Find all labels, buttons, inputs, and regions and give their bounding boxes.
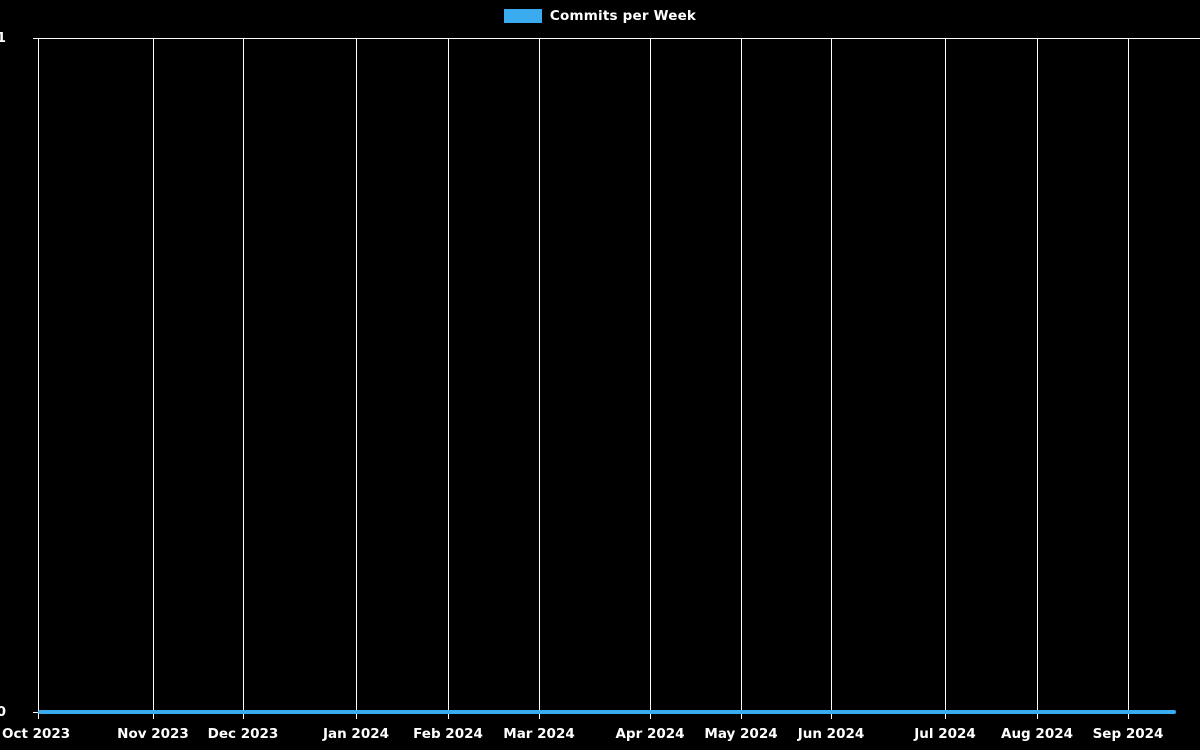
x-tick-label: Oct 2023	[2, 726, 71, 742]
gridline-vertical	[243, 38, 244, 713]
x-tick-mark	[448, 713, 449, 719]
chart-legend: Commits per Week	[0, 0, 1200, 32]
gridline-vertical	[356, 38, 357, 713]
gridline-vertical	[650, 38, 651, 713]
x-tick-mark	[945, 713, 946, 719]
x-tick-mark	[243, 713, 244, 719]
gridline-vertical	[945, 38, 946, 713]
gridline-horizontal-top	[38, 38, 1200, 39]
x-tick-label: Dec 2023	[207, 726, 279, 742]
x-tick-label: May 2024	[704, 726, 778, 742]
y-tick-label-1: 1	[0, 30, 6, 46]
x-tick-mark	[650, 713, 651, 719]
x-tick-label: Mar 2024	[503, 726, 575, 742]
gridline-vertical	[448, 38, 449, 713]
gridline-vertical	[741, 38, 742, 713]
x-tick-mark	[38, 713, 39, 719]
x-tick-mark	[1037, 713, 1038, 719]
x-tick-label: Jun 2024	[797, 726, 865, 742]
x-tick-mark	[539, 713, 540, 719]
y-tick-mark-1	[33, 38, 39, 39]
x-tick-mark	[1128, 713, 1129, 719]
gridline-vertical	[539, 38, 540, 713]
gridline-vertical	[1128, 38, 1129, 713]
x-tick-label: Jul 2024	[914, 726, 976, 742]
x-tick-label: Jan 2024	[322, 726, 390, 742]
x-tick-label: Apr 2024	[615, 726, 685, 742]
gridline-vertical	[153, 38, 154, 713]
y-tick-label-0: 0	[0, 704, 6, 720]
x-tick-mark	[741, 713, 742, 719]
y-axis-spine	[38, 38, 39, 713]
x-tick-label: Feb 2024	[413, 726, 483, 742]
x-tick-mark	[831, 713, 832, 719]
x-tick-mark	[356, 713, 357, 719]
x-tick-label: Nov 2023	[117, 726, 189, 742]
y-tick-mark-0	[33, 712, 39, 713]
gridline-vertical	[1037, 38, 1038, 713]
x-tick-label: Aug 2024	[1001, 726, 1073, 742]
legend-entry-commits-per-week: Commits per Week	[503, 8, 697, 24]
series-line-commits-per-week	[38, 710, 1176, 714]
gridline-vertical	[831, 38, 832, 713]
x-tick-label: Sep 2024	[1092, 726, 1164, 742]
legend-label: Commits per Week	[549, 8, 697, 24]
legend-color-swatch-icon	[503, 9, 542, 23]
x-tick-mark	[153, 713, 154, 719]
